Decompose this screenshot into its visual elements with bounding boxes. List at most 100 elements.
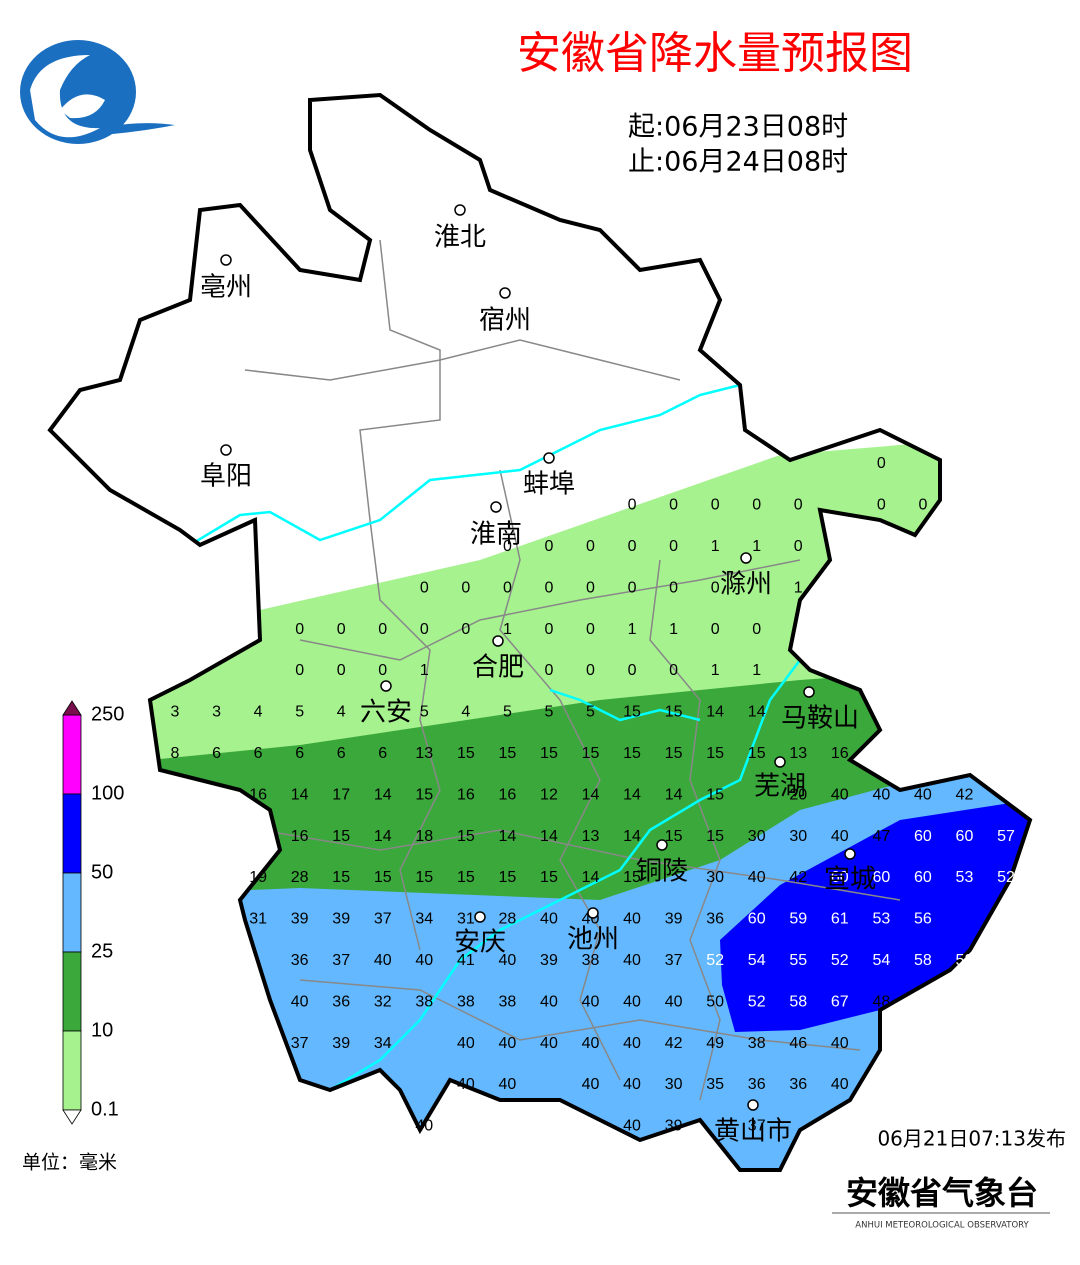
rain-value: 0 <box>544 621 553 638</box>
rain-value: 0 <box>420 579 429 596</box>
rain-value: 14 <box>623 786 641 803</box>
rain-value: 5 <box>544 704 553 721</box>
rain-value: 40 <box>748 869 766 886</box>
city-label: 宿州 <box>479 306 531 336</box>
rain-value: 38 <box>499 993 517 1010</box>
rain-value: 14 <box>582 869 600 886</box>
rain-value: 37 <box>748 1118 766 1135</box>
rain-value: 40 <box>831 786 849 803</box>
city-dot <box>499 287 511 299</box>
rain-value: 5 <box>503 704 512 721</box>
city-label: 宣城 <box>824 865 876 895</box>
rain-value: 40 <box>623 952 641 969</box>
rain-value: 0 <box>295 621 304 638</box>
rain-value: 18 <box>415 828 433 845</box>
rain-value: 4 <box>337 704 346 721</box>
rain-value: 28 <box>291 869 309 886</box>
logo <box>20 40 175 144</box>
rain-value: 6 <box>212 745 221 762</box>
rain-value: 15 <box>748 745 766 762</box>
rain-value: 53 <box>872 911 890 928</box>
rain-value: 0 <box>752 497 761 514</box>
rain-value: 1 <box>503 621 512 638</box>
rain-value: 47 <box>872 828 890 845</box>
rain-value: 0 <box>586 579 595 596</box>
legend-label: 25 <box>91 940 113 962</box>
rain-value: 0 <box>877 497 886 514</box>
rain-value: 28 <box>499 911 517 928</box>
rain-value: 14 <box>706 704 724 721</box>
issued-time: 06月21日07:13发布 <box>877 1127 1066 1151</box>
rain-value: 0 <box>628 538 637 555</box>
rain-value: 8 <box>171 745 180 762</box>
rain-value: 15 <box>540 745 558 762</box>
rain-value: 67 <box>831 993 849 1010</box>
rain-value: 52 <box>831 952 849 969</box>
rain-value: 0 <box>628 662 637 679</box>
city-label: 马鞍山 <box>781 704 859 734</box>
rain-value: 34 <box>374 1035 392 1052</box>
rain-value: 0 <box>503 538 512 555</box>
rain-value: 34 <box>415 911 433 928</box>
rain-value: 53 <box>956 869 974 886</box>
rain-value: 38 <box>457 993 475 1010</box>
rain-value: 37 <box>665 952 683 969</box>
rain-value: 6 <box>254 745 263 762</box>
rain-value: 40 <box>623 1076 641 1093</box>
city-label: 铜陵 <box>636 857 688 887</box>
city-dot <box>220 254 232 266</box>
rain-value: 58 <box>789 993 807 1010</box>
legend-label: 250 <box>91 703 124 725</box>
rain-value: 40 <box>831 828 849 845</box>
rain-value: 0 <box>461 621 470 638</box>
rain-value: 36 <box>748 1076 766 1093</box>
rain-value: 0 <box>378 662 387 679</box>
rain-value: 36 <box>706 911 724 928</box>
rain-value: 30 <box>706 869 724 886</box>
rain-value: 15 <box>706 745 724 762</box>
rain-value: 30 <box>789 828 807 845</box>
agency: 安徽省气象台 <box>846 1174 1038 1212</box>
rain-value: 5 <box>295 704 304 721</box>
rain-value: 15 <box>706 828 724 845</box>
city-dot <box>774 756 786 768</box>
rain-value: 61 <box>831 911 849 928</box>
city-dot <box>543 452 555 464</box>
rain-value: 0 <box>711 497 720 514</box>
legend-label: 0.1 <box>91 1098 119 1120</box>
rain-value: 19 <box>249 869 267 886</box>
rain-value: 15 <box>665 745 683 762</box>
rain-value: 14 <box>582 786 600 803</box>
rain-value: 15 <box>374 869 392 886</box>
rain-value: 39 <box>291 911 309 928</box>
rain-value: 40 <box>872 786 890 803</box>
city-dot <box>803 686 815 698</box>
rain-value: 13 <box>582 828 600 845</box>
rain-value: 14 <box>540 828 558 845</box>
city-label: 六安 <box>360 698 412 728</box>
rain-value: 0 <box>544 538 553 555</box>
rain-value: 0 <box>669 538 678 555</box>
rain-value: 40 <box>623 1118 641 1135</box>
rain-value: 0 <box>544 579 553 596</box>
rain-value: 14 <box>665 786 683 803</box>
rain-value: 32 <box>374 993 392 1010</box>
city-dot <box>490 501 502 513</box>
rain-value: 60 <box>748 911 766 928</box>
rain-value: 49 <box>706 1035 724 1052</box>
county-borders <box>244 239 901 1101</box>
city-dot <box>220 444 232 456</box>
rain-value: 13 <box>789 745 807 762</box>
rain-value: 40 <box>914 786 932 803</box>
legend-top-arrow <box>62 700 82 716</box>
rain-value: 15 <box>332 869 350 886</box>
rain-value: 16 <box>499 786 517 803</box>
rain-value: 13 <box>415 745 433 762</box>
rain-value: 1 <box>420 662 429 679</box>
rain-value: 41 <box>457 952 475 969</box>
rain-value: 14 <box>748 704 766 721</box>
rain-value: 0 <box>544 662 553 679</box>
rain-value: 40 <box>457 1035 475 1052</box>
rain-value: 39 <box>665 911 683 928</box>
